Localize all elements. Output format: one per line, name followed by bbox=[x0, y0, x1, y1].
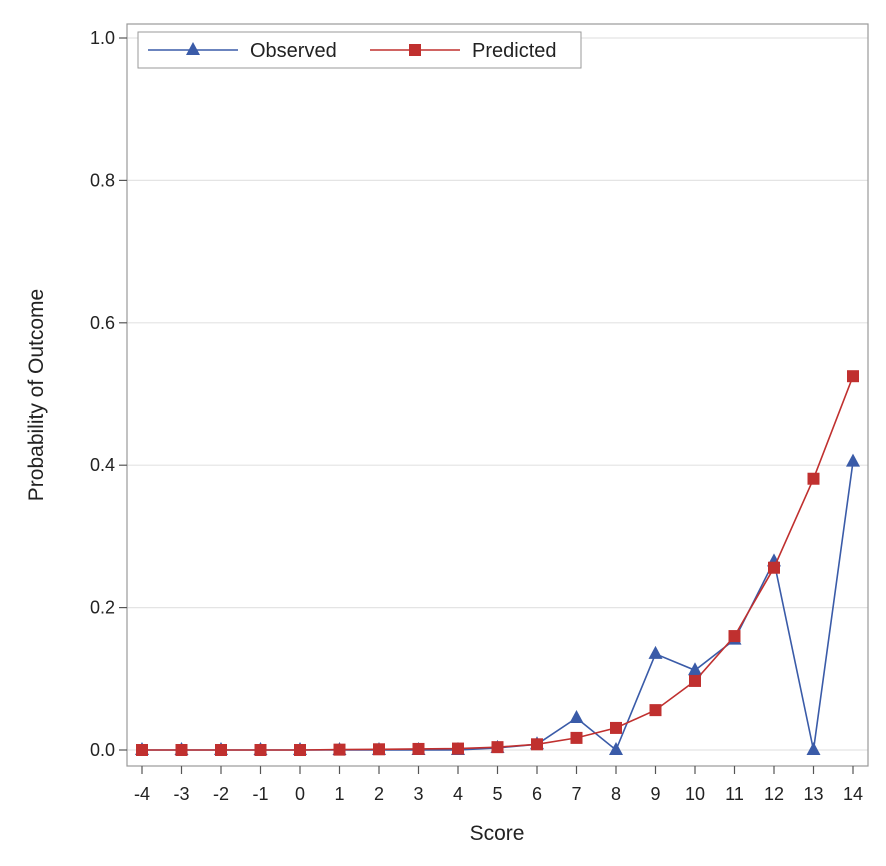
y-axis-title: Probability of Outcome bbox=[25, 289, 48, 501]
x-tick-label: 0 bbox=[295, 784, 305, 804]
legend-observed-triangle-icon bbox=[186, 42, 200, 55]
x-tick-label: 9 bbox=[650, 784, 660, 804]
legend-predicted-label: Predicted bbox=[472, 40, 557, 62]
predicted-point bbox=[768, 561, 780, 574]
y-tick-label: 0.0 bbox=[90, 740, 115, 760]
x-tick-label: 3 bbox=[413, 784, 423, 804]
y-tick-label: 0.4 bbox=[90, 455, 115, 475]
predicted-point bbox=[373, 743, 385, 756]
x-tick-label: 13 bbox=[803, 784, 823, 804]
observed-point bbox=[688, 662, 702, 676]
predicted-point bbox=[847, 370, 859, 383]
observed-point bbox=[806, 742, 821, 755]
y-tick-label: 0.2 bbox=[90, 598, 115, 618]
predicted-point bbox=[215, 744, 227, 756]
x-tick-label: 14 bbox=[843, 784, 863, 804]
predicted-point bbox=[531, 738, 543, 751]
y-tick-label: 1.0 bbox=[90, 28, 115, 48]
x-axis: -4 -3 -2 -1 0 1 2 3 4 5 6 7 8 9 10 11 12 13 14 bbox=[134, 766, 863, 804]
legend: Observed Predicted bbox=[137, 31, 582, 69]
y-axis: 0.0 0.2 0.4 0.6 0.8 1.0 bbox=[90, 28, 127, 760]
predicted-point bbox=[452, 742, 464, 755]
observed-point bbox=[609, 742, 623, 755]
y-tick-label: 0.6 bbox=[90, 313, 115, 333]
series-layer bbox=[135, 370, 860, 756]
x-tick-label: 12 bbox=[764, 784, 784, 804]
x-tick-label: 10 bbox=[685, 784, 705, 804]
x-tick-label: 7 bbox=[571, 784, 581, 804]
x-tick-label: -3 bbox=[173, 784, 189, 804]
x-tick-label: -4 bbox=[134, 784, 150, 804]
x-tick-label: 5 bbox=[492, 784, 502, 804]
predicted-point bbox=[610, 721, 622, 734]
legend-observed-label: Observed bbox=[250, 40, 337, 62]
predicted-point bbox=[254, 744, 267, 756]
predicted-point bbox=[649, 704, 662, 717]
predicted-point bbox=[333, 743, 346, 756]
observed-point bbox=[846, 453, 860, 467]
x-tick-label: -1 bbox=[252, 784, 268, 804]
predicted-point bbox=[294, 744, 306, 756]
observed-point bbox=[569, 709, 584, 723]
y-tick-label: 0.8 bbox=[90, 170, 115, 190]
x-tick-label: 1 bbox=[334, 784, 344, 804]
x-axis-title: Score bbox=[470, 822, 525, 845]
predicted-point bbox=[570, 731, 583, 744]
x-tick-label: 4 bbox=[453, 784, 463, 804]
predicted-point bbox=[136, 744, 148, 756]
x-tick-label: -2 bbox=[213, 784, 229, 804]
x-tick-label: 8 bbox=[611, 784, 621, 804]
predicted-point bbox=[728, 630, 741, 643]
predicted-point bbox=[689, 674, 701, 687]
observed-point bbox=[648, 645, 663, 659]
predicted-point bbox=[807, 472, 820, 485]
x-tick-label: 6 bbox=[532, 784, 542, 804]
predicted-point bbox=[491, 741, 504, 754]
x-tick-label: 11 bbox=[725, 784, 744, 804]
predicted-point bbox=[412, 742, 425, 755]
legend-predicted-square-icon bbox=[409, 44, 421, 56]
x-tick-label: 2 bbox=[374, 784, 384, 804]
predicted-point bbox=[175, 744, 188, 756]
